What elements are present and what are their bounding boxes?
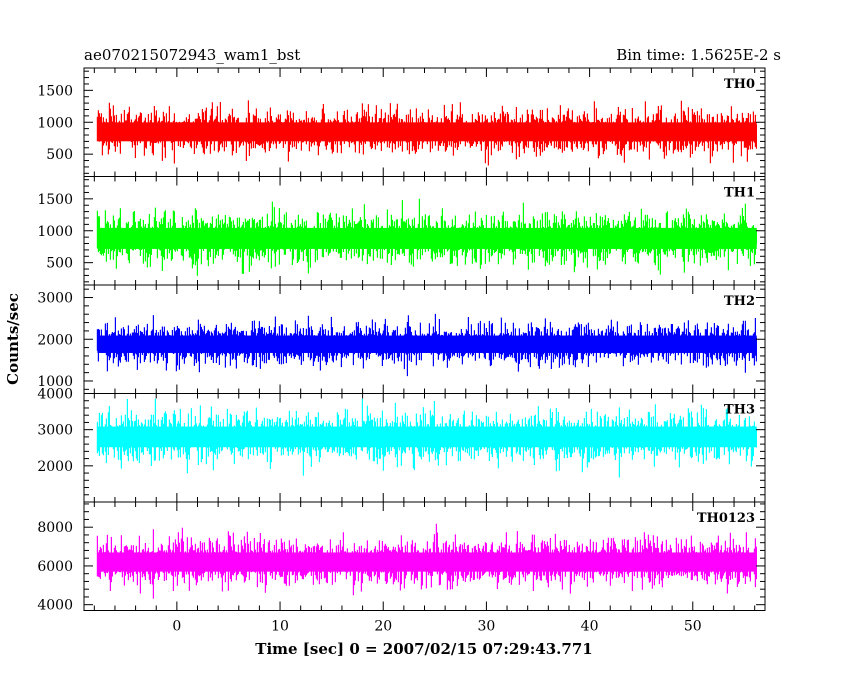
y-tick-label: 500 [46,256,73,272]
y-tick-label: 1000 [37,224,73,240]
y-tick-label: 1000 [37,374,73,390]
panel-th0: 500 1000 1500 TH0 [37,67,766,177]
y-tick-label: 1500 [37,192,73,208]
x-tick-label: 0 [172,619,181,635]
y-tick-label: 4000 [37,387,73,403]
x-tick-label: 10 [271,619,289,635]
trace-th0123 [96,523,757,599]
y-tick-label: 2000 [37,332,73,348]
x-tick-label: 50 [684,619,702,635]
y-tick-label: 4000 [37,598,73,614]
x-tick-label: 20 [374,619,392,635]
y-tick-label: 3000 [37,291,73,307]
panel-th0123: 4000 6000 8000 TH0123 [37,501,766,614]
panel-label-th0: TH0 [724,77,755,92]
x-tick-label: 40 [581,619,599,635]
y-tick-label: 500 [46,147,73,163]
y-tick-label: 6000 [37,559,73,575]
trace-th1 [96,198,757,276]
y-tick-label: 8000 [37,520,73,536]
header-bin-time: Bin time: 1.5625E-2 s [616,46,781,64]
trace-th0 [96,100,757,166]
panels-group: 500 1000 1500 TH0 500 1000 1500 TH1 1000 2000 3000… [37,67,766,614]
trace-th2 [96,313,757,377]
y-tick-label: 1000 [37,115,73,131]
panel-th3: 2000 3000 4000 TH3 [37,387,766,503]
panel-label-th2: TH2 [724,294,755,309]
panel-label-th0123: TH0123 [697,511,755,526]
panel-th2: 1000 2000 3000 TH2 [37,284,766,394]
x-tick-labels: 0 10 20 30 40 50 [172,619,701,635]
panel-label-th3: TH3 [724,403,755,418]
x-tick-label: 30 [477,619,495,635]
trace-th3 [96,398,757,478]
panel-th1: 500 1000 1500 TH1 [37,176,766,286]
y-tick-label: 1500 [37,83,73,99]
x-axis-label: Time [sec] 0 = 2007/02/15 07:29:43.771 [255,640,592,658]
header-title: ae070215072943_wam1_bst [84,46,300,64]
panel-label-th1: TH1 [724,186,755,201]
y-tick-label: 2000 [37,459,73,475]
y-tick-label: 3000 [37,423,73,439]
y-axis-label: Counts/sec [4,293,22,385]
